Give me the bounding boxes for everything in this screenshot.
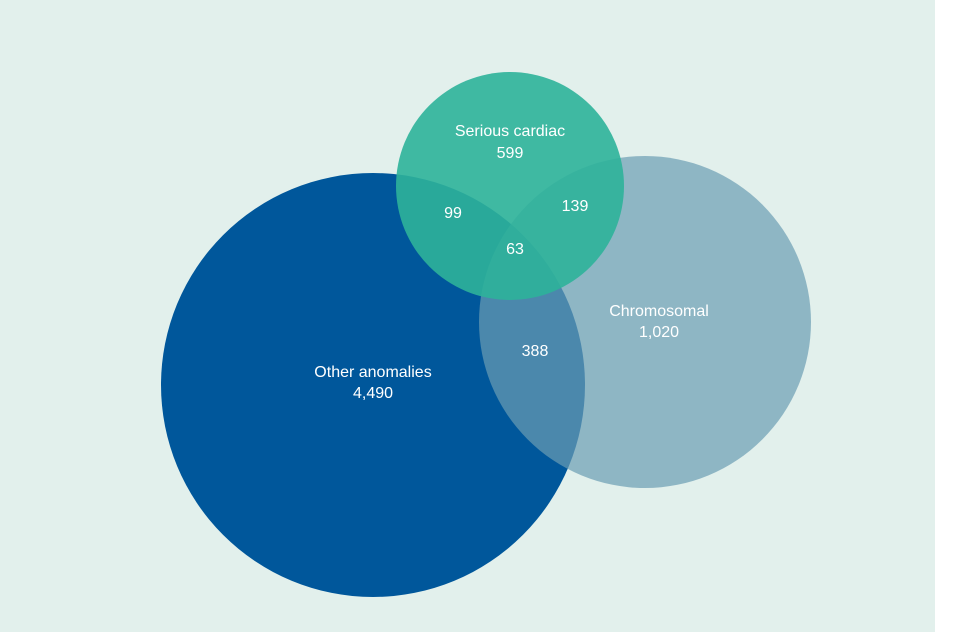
intersection-count: 99 [444, 205, 462, 222]
set-count: 599 [497, 145, 524, 162]
circle-serious-cardiac [396, 72, 624, 300]
intersection-count: 388 [522, 343, 549, 360]
intersection-count: 139 [562, 198, 589, 215]
intersection-count: 63 [506, 241, 524, 258]
set-count: 1,020 [639, 324, 679, 341]
set-label: Chromosomal [609, 303, 709, 320]
set-label: Serious cardiac [455, 123, 565, 140]
set-label: Other anomalies [314, 364, 431, 381]
set-count: 4,490 [353, 385, 393, 402]
